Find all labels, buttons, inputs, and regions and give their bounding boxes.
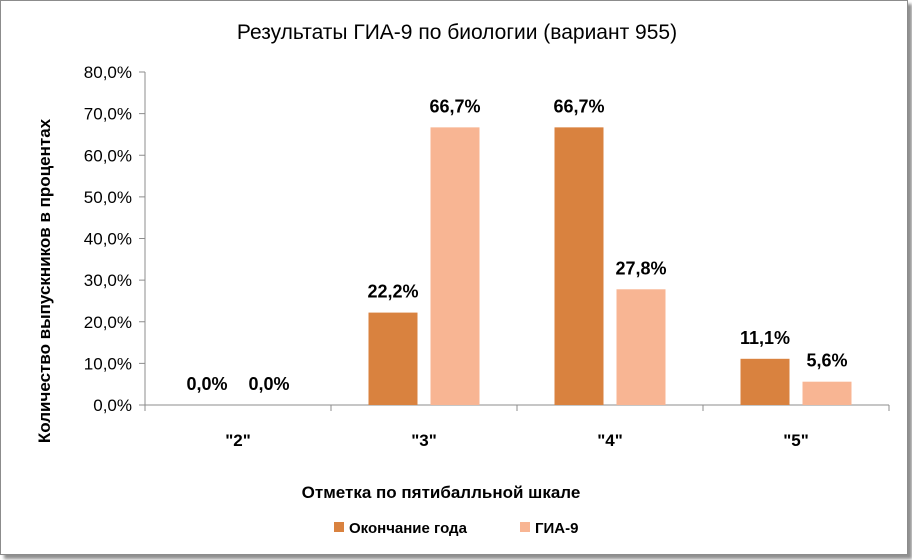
legend: Окончание года ГИА-9	[334, 520, 578, 537]
y-tick-label: 60,0%	[84, 146, 132, 165]
x-tick-label: "2"	[225, 431, 251, 450]
data-label: 66,7%	[553, 96, 604, 116]
data-label: 11,1%	[740, 328, 790, 348]
y-tick-label: 70,0%	[84, 105, 132, 124]
bar	[368, 312, 418, 405]
y-tick-label: 20,0%	[84, 313, 132, 332]
y-tick-label: 40,0%	[84, 230, 132, 249]
legend-swatch	[334, 522, 344, 532]
bar	[430, 127, 480, 405]
y-tick-label: 50,0%	[84, 188, 132, 207]
bar	[616, 289, 666, 405]
data-label: 22,2%	[367, 282, 418, 302]
y-tick-label: 0,0%	[93, 396, 132, 415]
bar	[740, 358, 790, 405]
x-tick-label: "5"	[783, 431, 809, 450]
bar	[554, 127, 604, 405]
y-tick-label: 10,0%	[84, 354, 132, 373]
legend-swatch	[520, 522, 530, 532]
legend-label: Окончание года	[349, 520, 468, 537]
data-label: 5,6%	[806, 351, 847, 371]
x-tick-label: "4"	[597, 431, 623, 450]
legend-label: ГИА-9	[535, 520, 578, 537]
data-label: 27,8%	[615, 258, 666, 278]
y-tick-label: 80,0%	[84, 63, 132, 82]
y-axis-title: Количество выпускников в процентах	[35, 118, 54, 443]
data-label: 0,0%	[186, 374, 227, 394]
data-label: 66,7%	[429, 96, 480, 116]
x-axis-title: Отметка по пятибалльной шкале	[302, 483, 581, 502]
data-label: 0,0%	[248, 374, 289, 394]
chart-title: Результаты ГИА-9 по биологии (вариант 95…	[237, 21, 677, 44]
x-tick-label: "3"	[411, 431, 437, 450]
y-tick-label: 30,0%	[84, 271, 132, 290]
plot-area: 0,0% 10,0% 20,0% 30,0% 40,0% 50,0% 60,0% 70,0% 8…	[84, 63, 890, 450]
bar	[802, 381, 852, 405]
